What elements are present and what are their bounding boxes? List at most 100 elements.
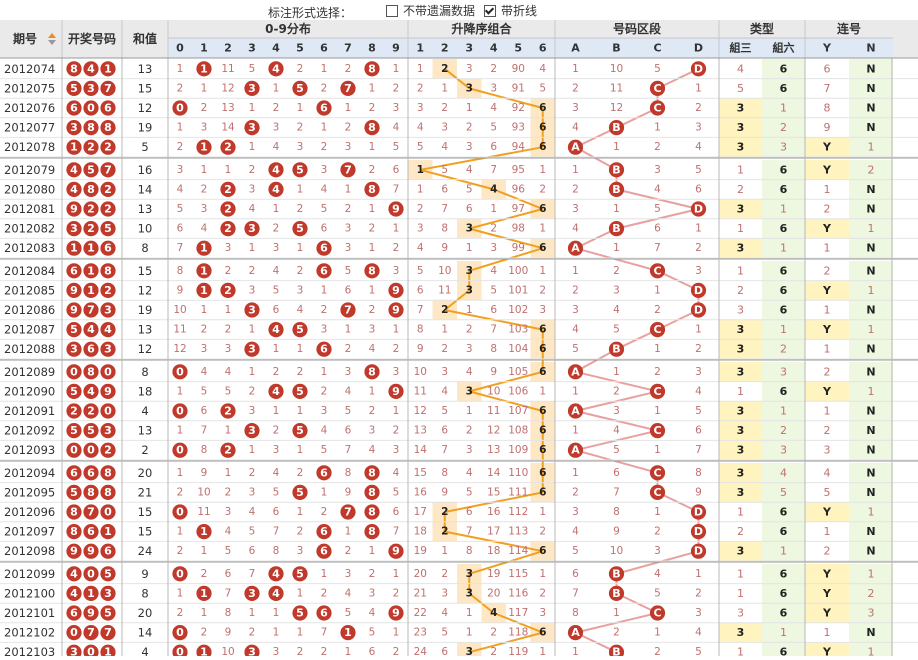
- dist-miss-count: 6: [273, 506, 280, 518]
- asc-hit-value: 2: [441, 526, 448, 538]
- asc-miss-count: 5: [417, 265, 424, 277]
- draw-ball: [100, 504, 116, 520]
- dist-hit-ball: [364, 524, 380, 540]
- asc-miss-count: 118: [508, 627, 528, 639]
- dist-miss-count: 2: [369, 102, 376, 114]
- consec-cell-bg: [849, 401, 893, 421]
- type-value: 1: [737, 222, 744, 235]
- asc-hit-value: 6: [539, 242, 546, 254]
- sum-value: 4: [141, 645, 148, 656]
- consec-value: Y: [822, 567, 832, 580]
- option-no-miss-data[interactable]: 不带遗漏数据: [386, 2, 475, 19]
- draw-ball: [83, 364, 99, 380]
- asc-miss-count: 17: [487, 526, 500, 538]
- dist-hit-ball: [388, 383, 404, 399]
- dist-hit-digit: 8: [368, 486, 376, 499]
- sort-down-icon[interactable]: [48, 40, 56, 45]
- dist-hit-ball: [220, 282, 236, 298]
- type-value: 6: [780, 222, 788, 235]
- asc-miss-count: 2: [441, 102, 448, 114]
- dist-miss-count: 5: [273, 284, 280, 296]
- type-value: 3: [737, 203, 745, 216]
- type-value: 6: [780, 304, 788, 317]
- dist-miss-count: 1: [321, 486, 328, 498]
- type-value: 5: [737, 82, 744, 95]
- sum-value: 12: [138, 342, 153, 356]
- draw-ball: [66, 201, 82, 217]
- draw-ball: [66, 221, 82, 237]
- consec-cell-bg: [849, 199, 893, 219]
- sum-value: 14: [138, 182, 153, 196]
- asc-hit-value: 3: [466, 223, 473, 235]
- dist-miss-count: 4: [273, 265, 280, 277]
- checkbox-with-lines[interactable]: [484, 4, 496, 17]
- asc-miss-count: 3: [539, 304, 546, 316]
- dist-miss-count: 8: [225, 607, 232, 619]
- zone-miss-count: 1: [695, 223, 702, 235]
- dist-miss-count: 6: [225, 568, 232, 580]
- asc-miss-count: 5: [466, 183, 473, 195]
- dist-hit-digit: 3: [248, 121, 256, 134]
- consec-value: 1: [868, 323, 875, 336]
- dist-miss-count: 7: [345, 444, 352, 456]
- dist-miss-count: 2: [369, 304, 376, 316]
- zone-miss-count: 2: [695, 242, 702, 254]
- dist-miss-count: 2: [321, 587, 328, 599]
- dist-hit-ball: [268, 585, 284, 602]
- consec-value: 4: [824, 466, 831, 479]
- consec-cell-bg: [849, 381, 893, 402]
- dist-miss-count: 5: [345, 405, 352, 417]
- type-cell-bg: [762, 463, 805, 483]
- asc-miss-count: 8: [466, 545, 473, 557]
- option-with-lines[interactable]: 带折线: [484, 2, 537, 19]
- draw-digit: 8: [104, 121, 112, 134]
- sum-value: 8: [141, 241, 148, 255]
- dist-miss-count: 3: [393, 366, 400, 378]
- zone-miss-count: 5: [695, 646, 702, 656]
- dist-hit-digit: 9: [392, 203, 400, 216]
- period-id: 2012098: [4, 544, 55, 558]
- asc-miss-count: 92: [512, 102, 525, 114]
- asc-miss-count: 96: [512, 183, 526, 195]
- type-cell-bg: [719, 98, 762, 118]
- consec-value: 1: [824, 183, 831, 196]
- draw-digit: 8: [87, 365, 95, 378]
- asc-miss-count: 90: [512, 63, 525, 75]
- dist-hit-digit: 5: [296, 222, 304, 235]
- checkbox-no-miss-data[interactable]: [386, 4, 398, 17]
- dist-miss-count: 3: [273, 122, 280, 134]
- dist-hit-ball: [292, 605, 308, 621]
- consec-cell-bg: [805, 261, 849, 281]
- period-id: 2012084: [4, 264, 55, 278]
- zone-miss-count: 3: [695, 122, 702, 134]
- dist-miss-count: 6: [369, 646, 376, 656]
- draw-ball: [66, 263, 82, 279]
- draw-digit: 0: [87, 646, 95, 656]
- type-cell-bg: [762, 78, 805, 99]
- dist-miss-count: 14: [221, 122, 235, 134]
- draw-ball: [66, 240, 82, 256]
- draw-ball: [83, 566, 99, 582]
- dist-hit-ball: [316, 263, 332, 279]
- consec-cell-bg: [805, 401, 849, 421]
- dist-hit-ball: [244, 341, 260, 357]
- asc-miss-count: 6: [490, 141, 497, 153]
- zone-hit-ball: [649, 605, 666, 621]
- dist-miss-count: 4: [297, 304, 304, 316]
- draw-digit: 3: [70, 222, 78, 235]
- draw-ball: [83, 442, 99, 458]
- dist-miss-count: 1: [177, 526, 184, 538]
- type-cell-bg: [719, 622, 762, 643]
- dist-miss-count: 1: [369, 242, 376, 254]
- sort-arrows-icon[interactable]: [48, 33, 56, 38]
- type-cell-bg: [762, 98, 805, 118]
- dist-miss-count: 5: [393, 141, 400, 153]
- consec-cell-bg: [805, 137, 849, 157]
- type-cell-bg: [762, 59, 805, 79]
- zone-hit-letter: D: [694, 304, 703, 317]
- asc-miss-count: 8: [441, 467, 448, 479]
- zone-miss-count: 4: [613, 425, 620, 437]
- dist-miss-count: 2: [369, 164, 376, 176]
- dist-miss-count: 1: [369, 141, 376, 153]
- asc-miss-count: 2: [490, 627, 497, 639]
